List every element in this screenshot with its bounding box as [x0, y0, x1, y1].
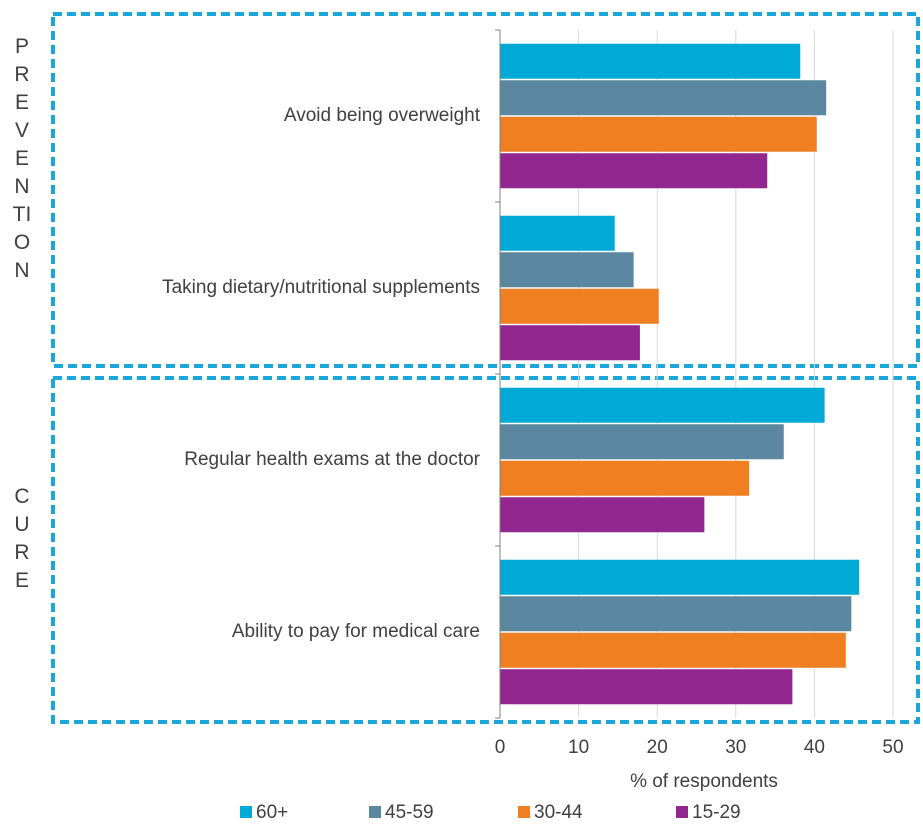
y-tick-label: Regular health exams at the doctor [184, 449, 480, 470]
bar [500, 116, 817, 152]
legend-label: 30-44 [534, 802, 583, 823]
bar [500, 596, 852, 632]
bar [500, 215, 615, 251]
x-tick-label: 10 [568, 737, 589, 758]
y-tick-label: Taking dietary/nutritional supplements [162, 277, 480, 298]
bar [500, 43, 801, 79]
bar [500, 325, 640, 361]
bar [500, 252, 634, 288]
legend-swatch [676, 806, 688, 818]
bar [500, 288, 659, 324]
bar [500, 669, 793, 705]
y-tick-label: Avoid being overweight [284, 105, 481, 126]
group-label: PREVENTION [12, 35, 32, 282]
group-box [51, 12, 920, 368]
legend-label: 15-29 [692, 802, 741, 823]
x-tick-label: 0 [495, 737, 506, 758]
bar [500, 497, 705, 533]
legend-label: 60+ [256, 802, 288, 823]
legend-label: 45-59 [385, 802, 434, 823]
x-tick-label: 50 [882, 737, 903, 758]
x-tick-label: 20 [647, 737, 668, 758]
bar [500, 153, 768, 189]
legend-swatch [369, 806, 381, 818]
x-axis-label: % of respondents [630, 771, 778, 792]
legend-swatch [240, 806, 252, 818]
x-tick-label: 30 [725, 737, 746, 758]
group-label: CURE [14, 485, 30, 592]
bar [500, 632, 846, 668]
bar [500, 387, 825, 423]
y-tick-label: Ability to pay for medical care [232, 621, 480, 642]
legend-swatch [518, 806, 530, 818]
group-box [51, 376, 920, 724]
bar [500, 80, 827, 116]
x-tick-label: 40 [804, 737, 825, 758]
bar [500, 559, 860, 595]
bar [500, 424, 784, 460]
bar [500, 460, 750, 496]
